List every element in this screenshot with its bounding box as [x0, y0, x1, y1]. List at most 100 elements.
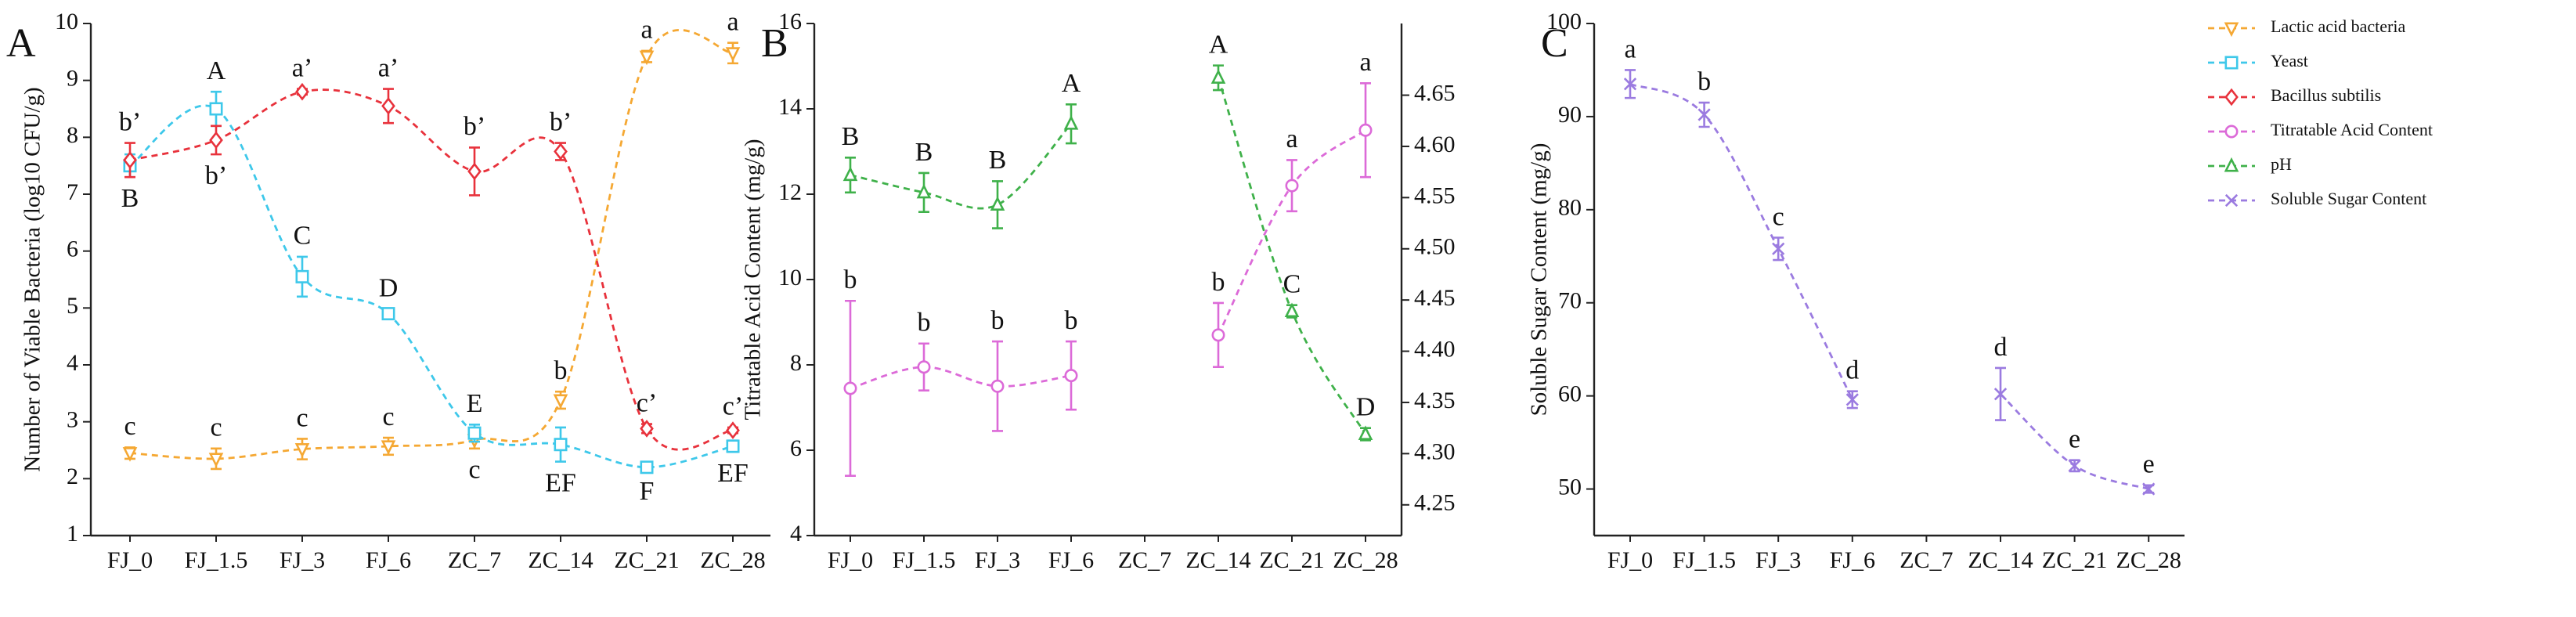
significance-letter: A: [1062, 69, 1081, 98]
point: [209, 131, 223, 150]
x-tick-label: FJ_0: [828, 547, 873, 573]
x-tick-label: FJ_3: [975, 547, 1020, 573]
point: [381, 97, 395, 115]
point: [990, 379, 1005, 393]
significance-letter: b’: [205, 161, 227, 190]
significance-letter: A: [207, 56, 226, 85]
y-tick-label: 5: [67, 293, 78, 319]
significance-letter: EF: [717, 459, 749, 488]
y2-tick-label: 4.55: [1414, 182, 1456, 208]
x-tick-label: ZC_14: [528, 547, 593, 573]
significance-letter: c: [124, 412, 135, 441]
significance-letter: B: [915, 138, 933, 167]
significance-letter: e: [2069, 424, 2080, 453]
significance-letter: c’: [637, 388, 657, 417]
point: [726, 439, 740, 453]
point: [209, 102, 223, 116]
series-line: [850, 123, 1073, 210]
point: [554, 438, 568, 452]
y-tick-label: 3: [67, 407, 78, 433]
legend-marker: [2224, 22, 2239, 38]
legend-label: Bacillus subtilis: [2271, 85, 2381, 105]
y-tick-label: 7: [67, 179, 78, 205]
panel-label: B: [761, 21, 788, 66]
point: [1845, 393, 1859, 406]
significance-letter: c: [1773, 202, 1784, 231]
point: [1772, 242, 1785, 255]
significance-letter: c: [210, 413, 222, 442]
legend-label: Yeast: [2271, 51, 2308, 70]
y-tick-label: 100: [1546, 9, 1582, 34]
significance-letter: b: [918, 308, 931, 337]
point: [1697, 108, 1711, 121]
point: [381, 440, 396, 456]
point: [2142, 482, 2156, 496]
significance-letter: a’: [292, 53, 312, 82]
y-axis-label: Titratable Acid Content (mg/g): [741, 139, 766, 420]
significance-letter: b: [1212, 268, 1225, 297]
x-tick-label: FJ_1.5: [185, 547, 248, 573]
point: [640, 420, 654, 438]
x-tick-label: FJ_3: [1755, 547, 1801, 573]
y-tick-label: 10: [778, 265, 802, 290]
point: [916, 183, 932, 199]
point: [294, 443, 310, 458]
x-tick-label: ZC_21: [2042, 547, 2107, 573]
significance-letter: b: [991, 306, 1005, 335]
y-tick-label: 10: [55, 9, 78, 34]
y-tick-label: 8: [67, 122, 78, 148]
point: [1064, 369, 1078, 383]
point: [1211, 328, 1225, 342]
point: [640, 460, 654, 474]
y2-tick-label: 4.25: [1414, 490, 1456, 516]
legend-label: Soluble Sugar Content: [2271, 189, 2426, 208]
significance-letter: a: [640, 16, 652, 45]
y-tick-label: 6: [67, 236, 78, 262]
panel-label: A: [6, 21, 36, 66]
series-line: [850, 366, 1072, 390]
significance-letter: A: [1209, 30, 1228, 59]
point: [726, 421, 740, 439]
x-tick-label: ZC_14: [1968, 547, 2033, 573]
x-tick-label: ZC_7: [448, 547, 501, 573]
legend-label: Lactic acid bacteria: [2271, 16, 2405, 36]
y-tick-label: 16: [778, 9, 802, 34]
y2-tick-label: 4.45: [1414, 285, 1456, 311]
significance-letter: b’: [550, 107, 572, 136]
legend-label: Titratable Acid Content: [2271, 120, 2433, 139]
point: [639, 50, 655, 66]
series-line: [129, 104, 734, 469]
legend-label: pH: [2271, 154, 2292, 174]
y-tick-label: 1: [67, 521, 78, 547]
significance-letter: c: [382, 402, 394, 431]
point: [917, 360, 931, 374]
x-tick-label: ZC_14: [1185, 547, 1250, 573]
point: [553, 394, 568, 410]
significance-letter: b’: [464, 112, 485, 141]
y-tick-label: 4: [67, 350, 78, 376]
significance-letter: a: [727, 8, 738, 37]
point: [843, 381, 857, 395]
series-line: [1217, 129, 1366, 336]
point: [1210, 69, 1226, 84]
y-tick-label: 50: [1558, 474, 1582, 500]
x-tick-label: ZC_28: [1333, 547, 1398, 573]
significance-letter: b: [554, 356, 568, 385]
significance-letter: c’: [723, 392, 743, 421]
point: [295, 269, 309, 283]
x-tick-label: ZC_21: [1259, 547, 1324, 573]
point: [122, 447, 138, 462]
y2-tick-label: 4.35: [1414, 388, 1456, 413]
significance-letter: c: [296, 403, 308, 432]
x-tick-label: FJ_6: [1830, 547, 1875, 573]
significance-letter: c: [468, 456, 480, 485]
point: [1993, 388, 2008, 401]
significance-letter: F: [640, 477, 655, 506]
x-tick-label: FJ_1.5: [1672, 547, 1736, 573]
significance-letter: E: [467, 389, 483, 418]
x-tick-label: FJ_0: [107, 547, 153, 573]
point: [381, 307, 395, 321]
y-axis-label: Number of Viable Bacteria (log10 CFU/g): [20, 87, 45, 471]
series-line: [1629, 82, 1854, 401]
